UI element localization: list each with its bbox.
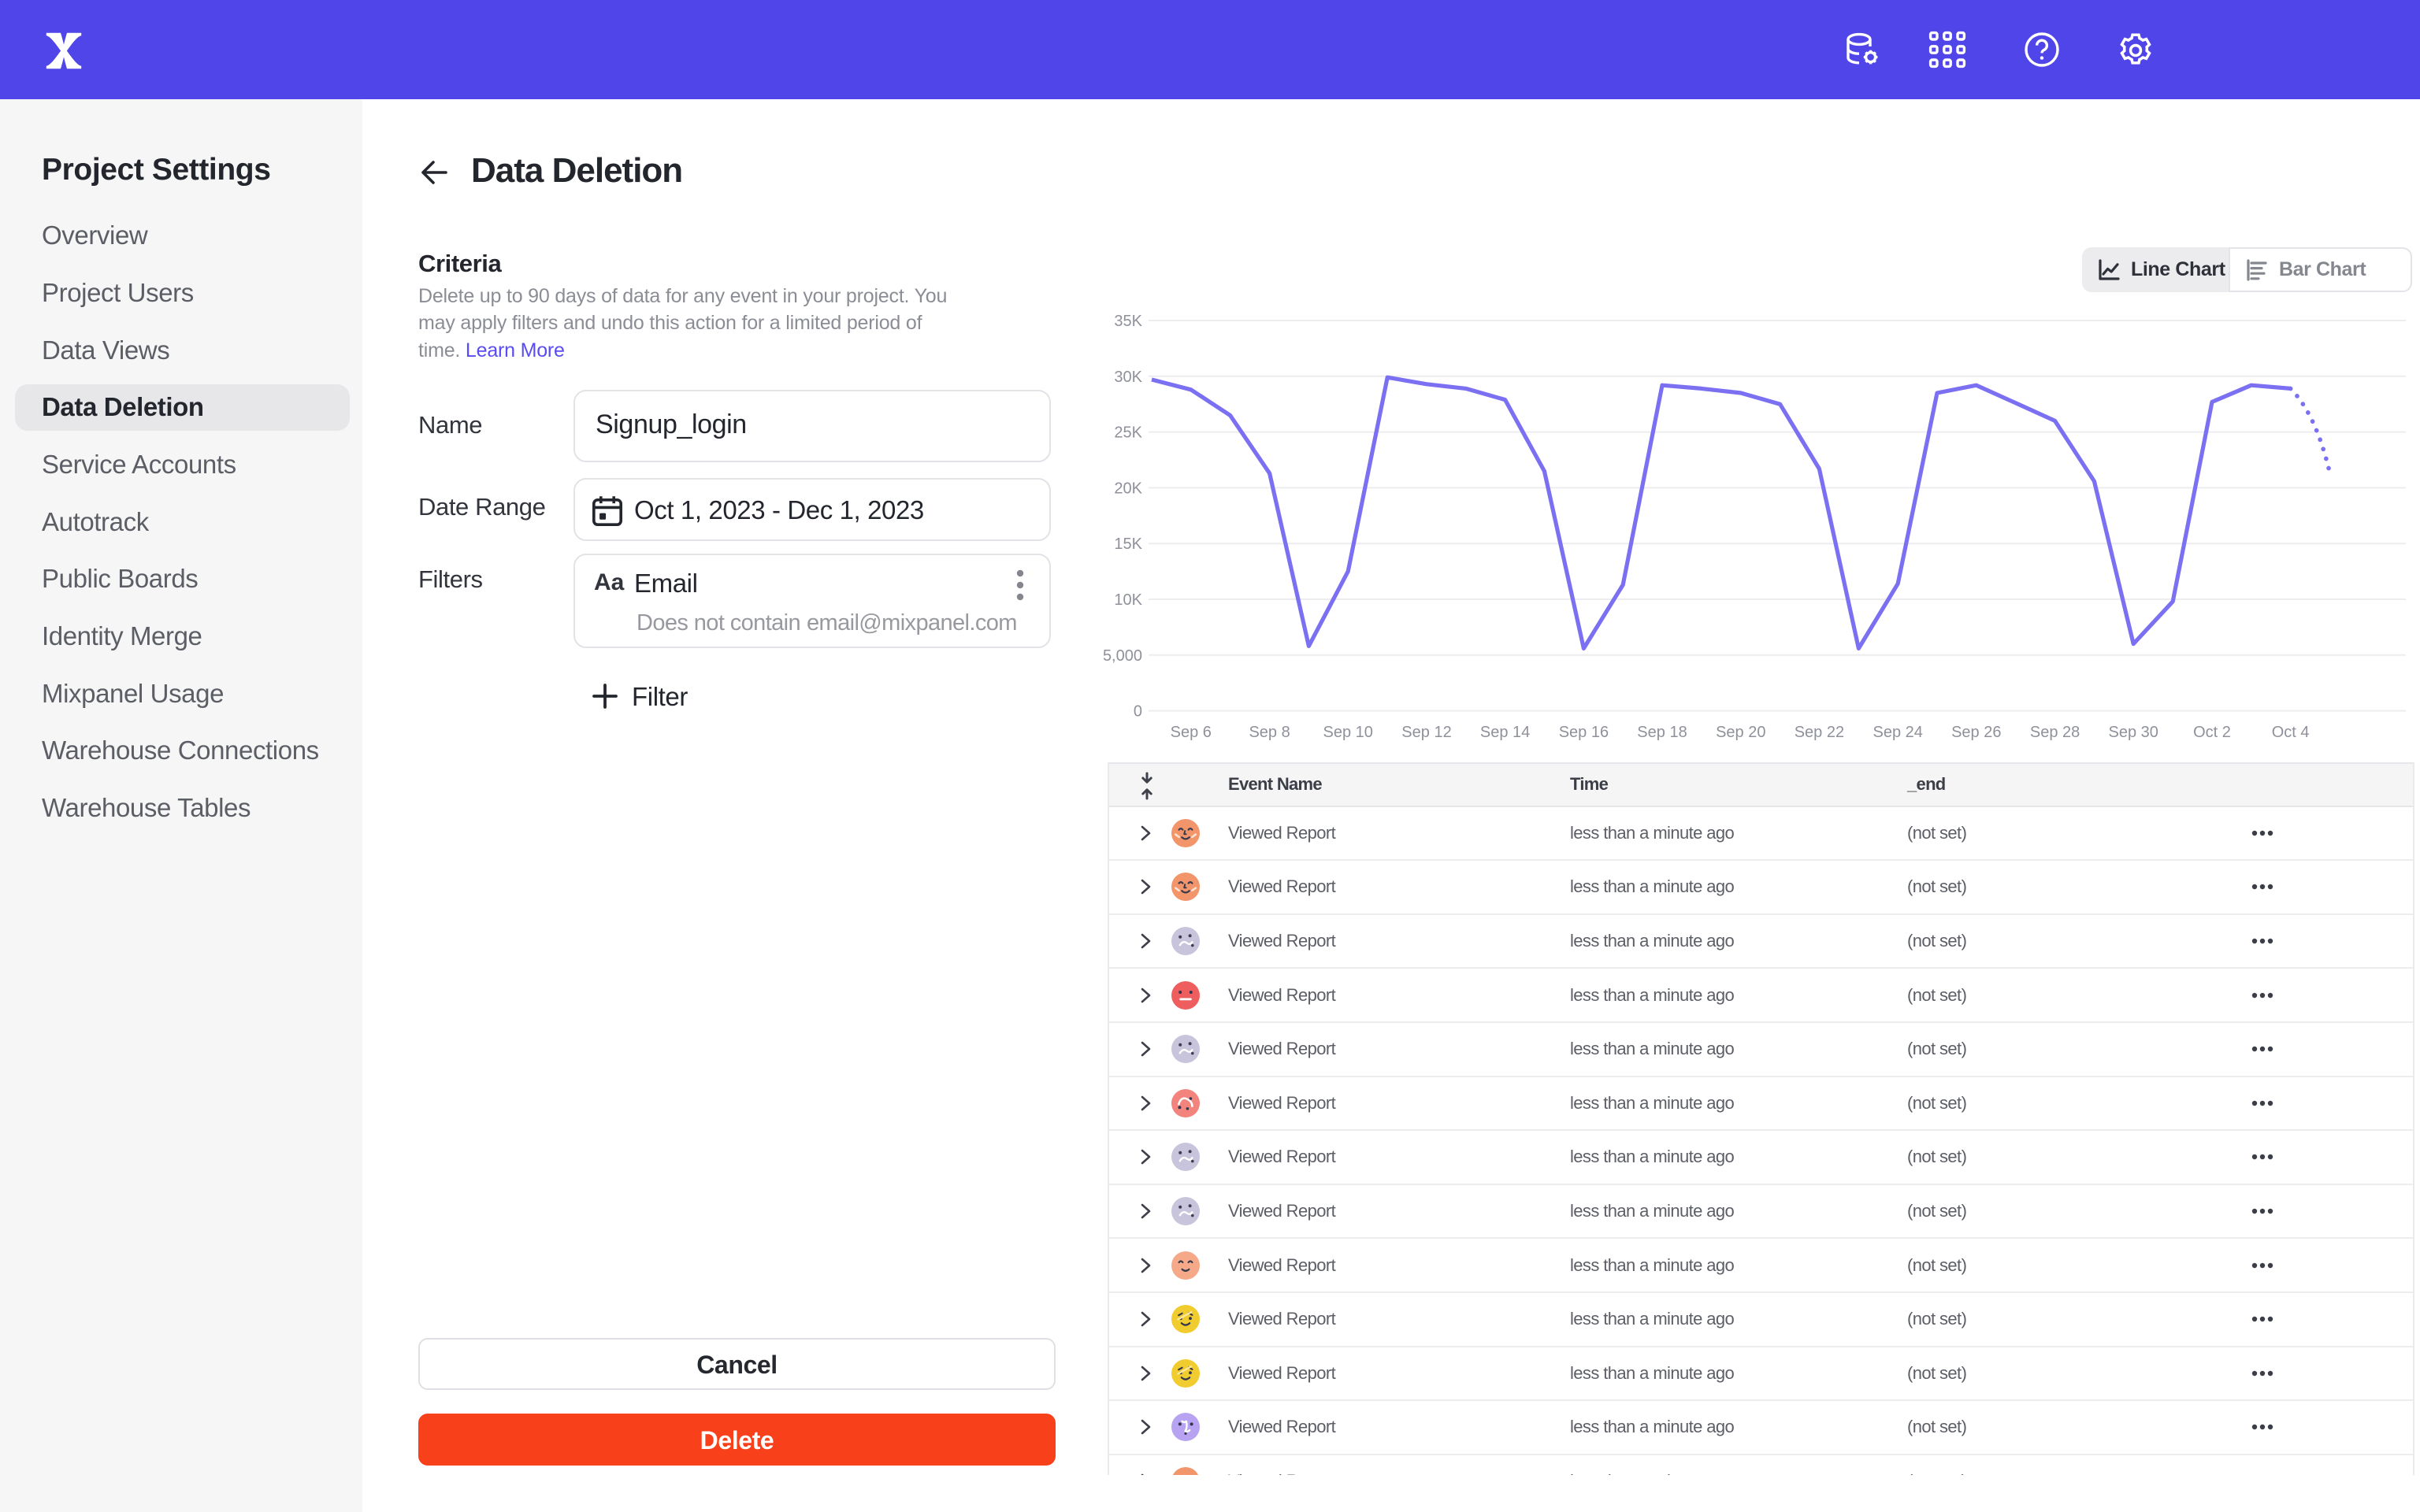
svg-text:Oct 4: Oct 4: [2272, 724, 2310, 741]
svg-text:0: 0: [1134, 703, 1142, 721]
svg-text:Sep 14: Sep 14: [1480, 724, 1530, 741]
svg-text:20K: 20K: [1114, 480, 1142, 497]
svg-text:Sep 24: Sep 24: [1873, 724, 1923, 741]
svg-text:10K: 10K: [1114, 591, 1142, 609]
svg-text:Sep 22: Sep 22: [1795, 724, 1844, 741]
svg-text:15K: 15K: [1114, 536, 1142, 553]
svg-text:Sep 18: Sep 18: [1637, 724, 1687, 741]
svg-text:Sep 6: Sep 6: [1171, 724, 1212, 741]
svg-text:Sep 10: Sep 10: [1323, 724, 1373, 741]
svg-text:35K: 35K: [1114, 313, 1142, 330]
svg-text:Sep 26: Sep 26: [1951, 724, 2001, 741]
svg-text:Sep 12: Sep 12: [1401, 724, 1451, 741]
svg-text:Sep 28: Sep 28: [2030, 724, 2080, 741]
svg-text:Sep 20: Sep 20: [1716, 724, 1765, 741]
svg-text:Sep 30: Sep 30: [2109, 724, 2158, 741]
svg-text:Sep 8: Sep 8: [1249, 724, 1290, 741]
svg-text:Sep 16: Sep 16: [1559, 724, 1609, 741]
svg-text:30K: 30K: [1114, 369, 1142, 386]
svg-text:Oct 2: Oct 2: [2193, 724, 2231, 741]
svg-text:5,000: 5,000: [1103, 647, 1142, 665]
svg-text:25K: 25K: [1114, 424, 1142, 442]
